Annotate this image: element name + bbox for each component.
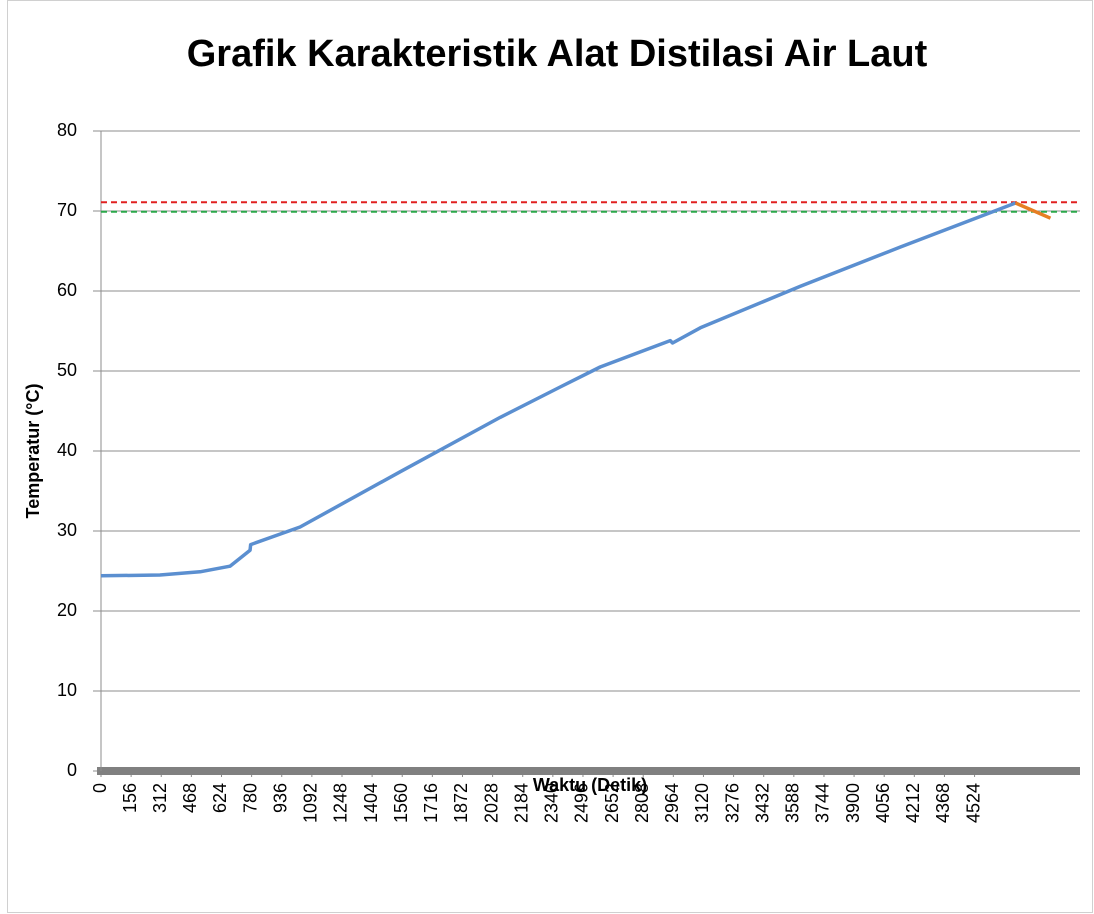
x-tick-label: 3744 [813,783,833,823]
y-tick-label: 10 [57,680,77,700]
x-tick-label: 780 [240,783,260,813]
x-tick-label: 4056 [873,783,893,823]
y-tick-label: 30 [57,520,77,540]
y-tick-label: 40 [57,440,77,460]
data-line [100,201,1017,578]
x-tick-label: 1248 [331,783,351,823]
x-tick-label: 2652 [602,783,622,823]
y-tick-label: 50 [57,360,77,380]
x-tick-label: 936 [270,783,290,813]
x-tick-label: 2496 [572,783,592,823]
x-tick-label: 3588 [783,783,803,823]
x-tick-label: 0 [90,783,110,793]
x-tick-label: 1404 [361,783,381,823]
x-tick-label: 1560 [391,783,411,823]
x-tick-label: 3120 [692,783,712,823]
x-tick-label: 2340 [542,783,562,823]
x-tick-label: 2028 [481,783,501,823]
y-axis-title: Temperatur (°C) [23,384,43,519]
y-tick-label: 0 [67,760,77,780]
x-tick-label: 3900 [843,783,863,823]
y-tick-label: 20 [57,600,77,620]
x-tick-label: 468 [180,783,200,813]
x-tick-label: 1716 [421,783,441,823]
chart-frame [7,0,1093,913]
x-tick-label: 312 [150,783,170,813]
x-tick-label: 1872 [451,783,471,823]
x-tick-label: 624 [210,783,230,813]
chart-title: Grafik Karakteristik Alat Distilasi Air … [187,33,928,75]
x-tick-label: 4368 [933,783,953,823]
y-tick-label: 80 [57,120,77,140]
x-tick-label: 2964 [662,783,682,823]
y-tick-label: 60 [57,280,77,300]
x-tick-label: 156 [120,783,140,813]
x-tick-label: 2808 [632,783,652,823]
x-tick-label: 4212 [903,783,923,823]
x-tick-label: 2184 [511,783,531,823]
y-tick-label: 70 [57,200,77,220]
data-line [1014,201,1052,220]
x-axis-title: Waktu (Detik) [533,775,647,795]
x-tick-label: 3432 [752,783,772,823]
x-tick-label: 3276 [722,783,742,823]
x-tick-label: 4524 [963,783,983,823]
x-tick-label: 1092 [301,783,321,823]
